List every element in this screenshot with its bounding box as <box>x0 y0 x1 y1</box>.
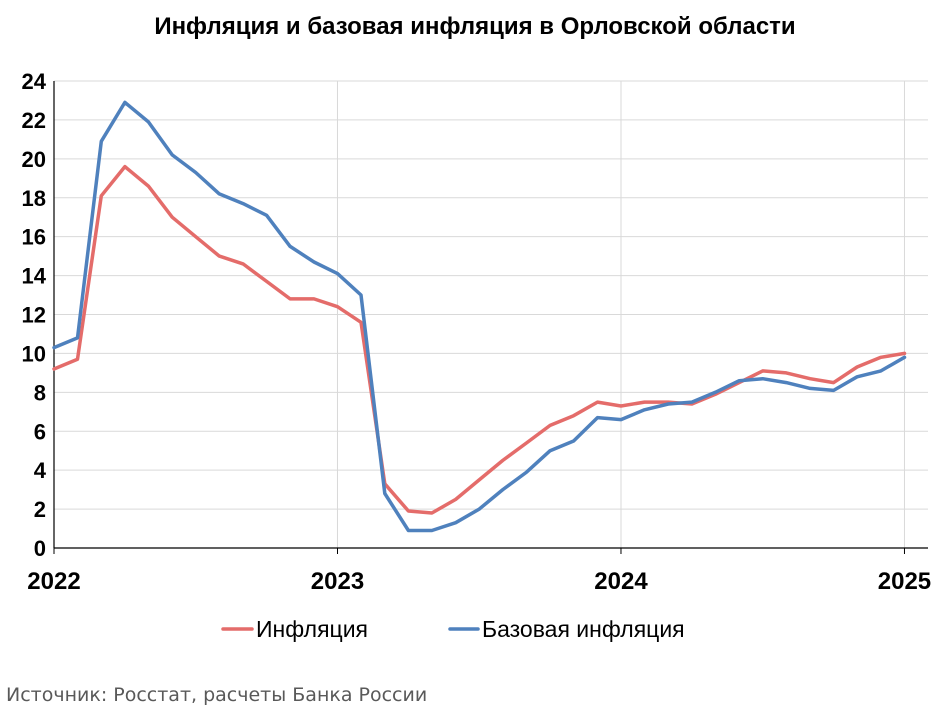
y-tick-label: 16 <box>22 225 46 250</box>
series-line-core-inflation <box>52 100 907 533</box>
legend-label: Инфляция <box>256 616 368 642</box>
y-tick-label: 8 <box>34 380 46 405</box>
y-tick-label: 10 <box>22 341 46 366</box>
series-line-inflation <box>52 164 907 515</box>
y-tick-label: 0 <box>34 536 46 561</box>
y-tick-label: 18 <box>22 186 46 211</box>
y-tick-label: 14 <box>22 264 47 289</box>
y-tick-label: 24 <box>22 69 47 94</box>
legend-label: Базовая инфляция <box>482 616 685 642</box>
legend: Инфляция Базовая инфляция <box>221 616 685 642</box>
x-tick-label: 2025 <box>878 568 931 595</box>
x-tick-label: 2023 <box>311 568 364 595</box>
source-note: Источник: Росстат, расчеты Банка России <box>6 684 428 706</box>
y-tick-label: 6 <box>34 419 46 444</box>
chart-title: Инфляция и базовая инфляция в Орловской … <box>154 13 795 40</box>
y-tick-label: 20 <box>22 147 46 172</box>
x-tick-label: 2024 <box>594 568 648 595</box>
grid <box>54 80 928 548</box>
y-tick-label: 22 <box>22 108 46 133</box>
y-tick-label: 2 <box>34 497 46 522</box>
y-tick-label: 4 <box>34 458 47 483</box>
y-tick-label: 12 <box>22 303 46 328</box>
x-tick-label: 2022 <box>27 568 80 595</box>
series-lines <box>52 100 907 533</box>
